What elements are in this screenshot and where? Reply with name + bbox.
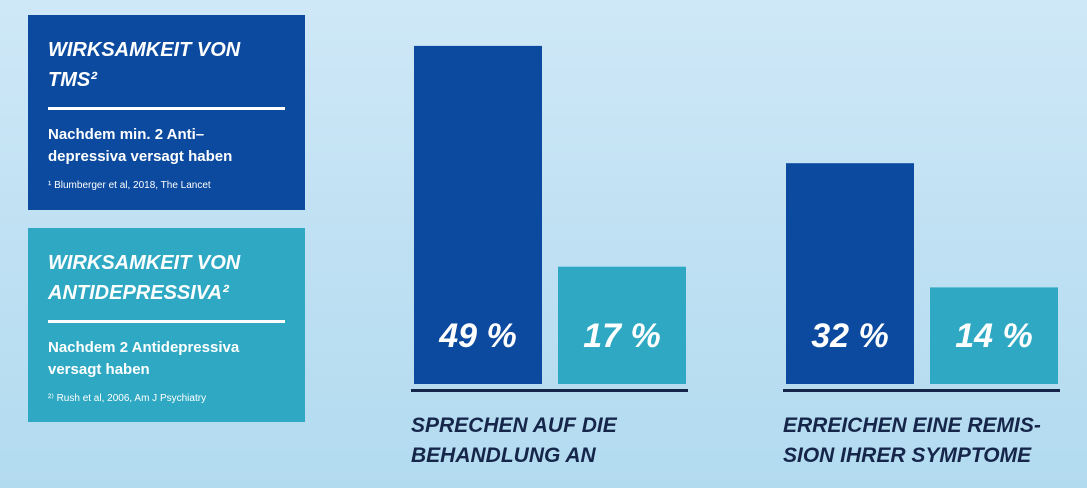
bar xyxy=(786,163,914,384)
value-label: 49 % xyxy=(438,317,517,355)
bar xyxy=(414,45,542,385)
value-label: 32 % xyxy=(811,317,889,355)
legend-box: WIRKSAMKEIT VON ANTIDEPRESSIVA² Nachdem … xyxy=(28,228,305,422)
legend-title: WIRKSAMKEIT VON TMS² xyxy=(48,39,241,91)
value-label: 17 % xyxy=(583,317,661,355)
bar xyxy=(558,266,686,384)
value-label: 14 % xyxy=(955,317,1033,355)
legend-description: Nachdem min. 2 Anti– xyxy=(48,126,205,143)
legend-note: ¹ Blumberger et al, 2018, The Lancet xyxy=(48,180,211,191)
legend-note: ²⁾ Rush et al, 2006, Am J Psychiatry xyxy=(48,393,207,404)
baseline xyxy=(783,389,1060,392)
legend-title: WIRKSAMKEIT VON ANTIDEPRESSIVA² xyxy=(48,252,241,304)
legend-box: WIRKSAMKEIT VON TMS² Nachdem min. 2 Anti… xyxy=(28,15,305,210)
divider xyxy=(48,320,285,323)
divider xyxy=(48,107,285,110)
legend-description: depressiva versagt haben xyxy=(48,148,233,165)
legend-description: Nachdem 2 Antidepressiva xyxy=(48,339,240,356)
legend-description: versagt haben xyxy=(48,361,150,378)
category-label: SION IHRER SYMPTOME xyxy=(783,444,1032,467)
bar xyxy=(930,287,1058,384)
category-label: BEHANDLUNG AN xyxy=(411,444,597,467)
category-label: ERREICHEN EINE REMIS- xyxy=(783,414,1041,437)
baseline xyxy=(411,389,688,392)
category-label: SPRECHEN AUF DIE xyxy=(411,414,618,437)
